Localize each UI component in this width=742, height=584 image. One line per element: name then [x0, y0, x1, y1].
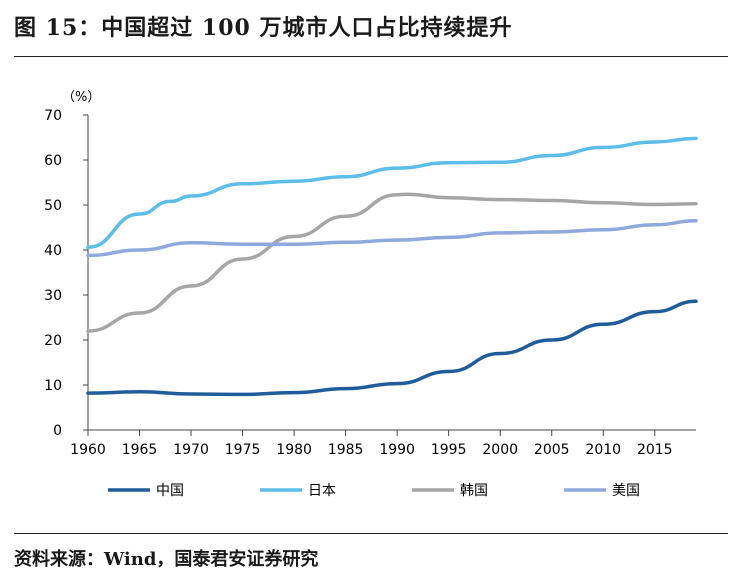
series-line-3: [86, 192, 698, 333]
x-tick-label: 1965: [122, 442, 158, 458]
series-line-1: [86, 299, 698, 397]
top-rule: [14, 56, 728, 57]
y-tick-label: 10: [44, 378, 62, 394]
chart-axes: 0 10 20 30 40 50 60 70 1960 1965 1970 1975 1980 1985 1…: [44, 90, 696, 458]
source-note: 资料来源：Wind，国泰君安证券研究: [14, 549, 319, 570]
x-tick-label: 2000: [482, 442, 518, 458]
x-tick-label: 1970: [173, 442, 209, 458]
y-unit-label: （%）: [62, 90, 100, 105]
x-tick-label: 1990: [379, 442, 415, 458]
x-tick-label: 1960: [70, 442, 106, 458]
y-tick-label: 50: [44, 198, 62, 214]
chart-series: [86, 136, 698, 397]
legend-label-4: 美国: [612, 483, 640, 499]
series-line-4: [86, 219, 698, 258]
y-tick-label: 30: [44, 288, 62, 304]
series-line-2: [86, 136, 698, 250]
y-tick-label: 60: [44, 153, 62, 169]
bottom-rule: [14, 533, 728, 534]
legend-label-2: 日本: [308, 483, 336, 499]
legend-label-3: 韩国: [460, 483, 488, 499]
x-tick-label: 1980: [276, 442, 312, 458]
y-tick-label: 70: [44, 108, 62, 124]
y-tick-label: 40: [44, 243, 62, 259]
x-tick-label: 2010: [585, 442, 621, 458]
x-tick-label: 2005: [534, 442, 570, 458]
x-tick-label: 1985: [328, 442, 364, 458]
x-tick-label: 1995: [431, 442, 467, 458]
figure-title: 图 15：中国超过 100 万城市人口占比持续提升: [14, 15, 513, 41]
y-tick-label: 0: [53, 423, 62, 439]
legend-label-1: 中国: [156, 483, 184, 499]
chart-legend: 中国 日本 韩国 美国: [108, 483, 640, 499]
x-tick-label: 2015: [637, 442, 673, 458]
y-tick-label: 20: [44, 333, 62, 349]
x-tick-label: 1975: [225, 442, 261, 458]
